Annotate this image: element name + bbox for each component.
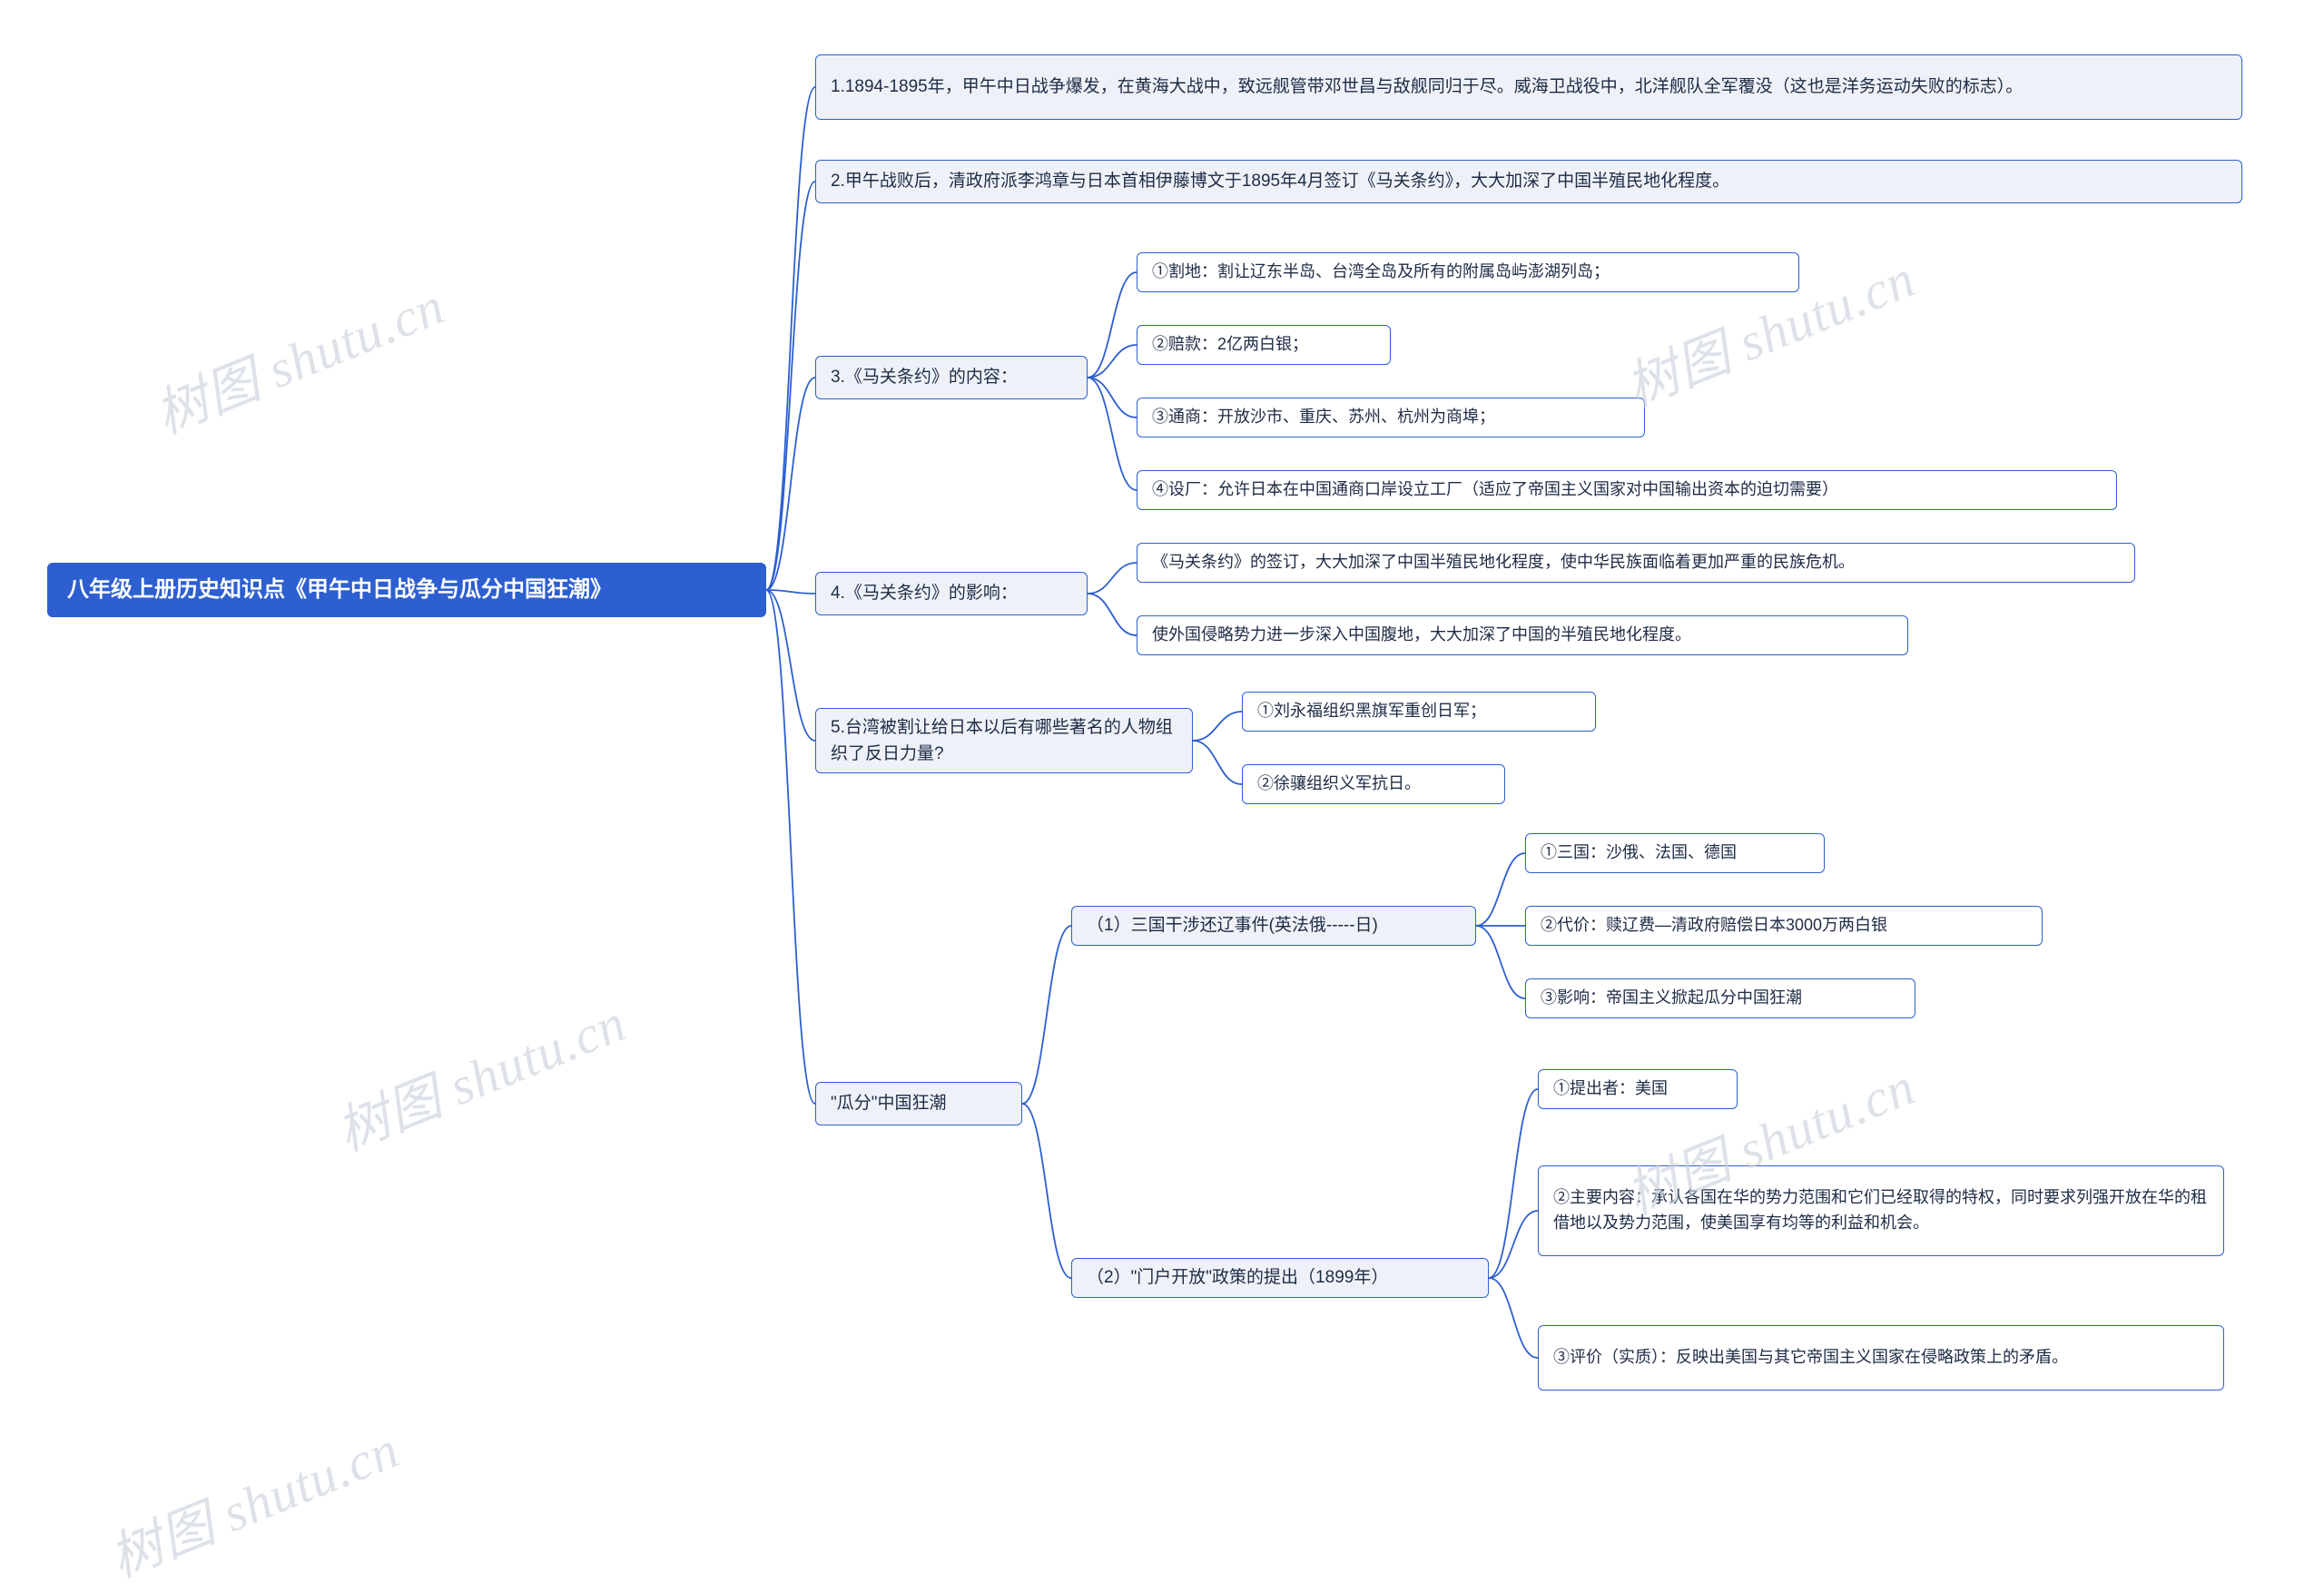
l2-node-5[interactable]: "瓜分"中国狂潮 <box>815 1082 1022 1125</box>
watermark-2: 树图 shutu.cn <box>324 980 635 1165</box>
root-node[interactable]: 八年级上册历史知识点《甲午中日战争与瓜分中国狂潮》 <box>47 563 766 617</box>
n3-child-0[interactable]: ①割地：割让辽东半岛、台湾全岛及所有的附属岛屿澎湖列岛； <box>1137 252 1799 292</box>
l2-node-2[interactable]: 3.《马关条约》的内容： <box>815 356 1088 399</box>
n5-child-0[interactable]: ①刘永福组织黑旗军重创日军； <box>1242 692 1596 732</box>
n4-child-1[interactable]: 使外国侵略势力进一步深入中国腹地，大大加深了中国的半殖民地化程度。 <box>1137 615 1908 655</box>
n4-child-0[interactable]: 《马关条约》的签订，大大加深了中国半殖民地化程度，使中华民族面临着更加严重的民族… <box>1137 543 2135 583</box>
n5-child-1[interactable]: ②徐骧组织义军抗日。 <box>1242 764 1505 804</box>
n6b-child-1[interactable]: ②主要内容：承认各国在华的势力范围和它们已经取得的特权，同时要求列强开放在华的租… <box>1538 1165 2224 1256</box>
watermark-4: 树图 shutu.cn <box>97 1407 409 1592</box>
n3-child-3[interactable]: ④设厂：允许日本在中国通商口岸设立工厂（适应了帝国主义国家对中国输出资本的迫切需… <box>1137 470 2117 510</box>
watermark-0: 树图 shutu.cn <box>143 263 454 448</box>
n6a-child-1[interactable]: ②代价：赎辽费—清政府赔偿日本3000万两白银 <box>1525 906 2043 946</box>
n6-sub-0[interactable]: （1）三国干涉还辽事件(英法俄-----日) <box>1071 906 1476 946</box>
n6-sub-1[interactable]: （2）"门户开放"政策的提出（1899年） <box>1071 1258 1489 1298</box>
n6a-child-0[interactable]: ①三国：沙俄、法国、德国 <box>1525 833 1825 873</box>
l2-node-3[interactable]: 4.《马关条约》的影响： <box>815 572 1088 615</box>
n6b-child-2[interactable]: ③评价（实质）：反映出美国与其它帝国主义国家在侵略政策上的矛盾。 <box>1538 1325 2224 1391</box>
n6b-child-0[interactable]: ①提出者：美国 <box>1538 1069 1738 1109</box>
l2-node-0[interactable]: 1.1894-1895年，甲午中日战争爆发，在黄海大战中，致远舰管带邓世昌与敌舰… <box>815 54 2242 120</box>
mindmap-canvas: 八年级上册历史知识点《甲午中日战争与瓜分中国狂潮》 1.1894-1895年，甲午… <box>0 0 2324 1526</box>
n3-child-2[interactable]: ③通商：开放沙市、重庆、苏州、杭州为商埠； <box>1137 398 1645 437</box>
l2-node-4[interactable]: 5.台湾被割让给日本以后有哪些著名的人物组织了反日力量? <box>815 708 1193 773</box>
n6a-child-2[interactable]: ③影响：帝国主义掀起瓜分中国狂潮 <box>1525 978 1915 1018</box>
n3-child-1[interactable]: ②赔款：2亿两白银； <box>1137 325 1391 365</box>
l2-node-1[interactable]: 2.甲午战败后，清政府派李鸿章与日本首相伊藤博文于1895年4月签订《马关条约》… <box>815 160 2242 203</box>
